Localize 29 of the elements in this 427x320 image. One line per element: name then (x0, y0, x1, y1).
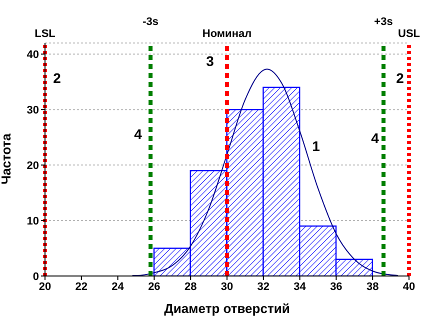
ref-line-label: -3s (142, 16, 159, 28)
ref-line-label: +3s (374, 16, 393, 28)
x-tick-label: 38 (366, 280, 379, 293)
x-tick-label: 30 (220, 280, 234, 293)
y-tick-label: 0 (32, 270, 39, 283)
x-tick-label: 24 (112, 280, 125, 293)
annotation: 2 (396, 70, 404, 86)
annotation: 1 (312, 138, 320, 154)
x-tick-label: 26 (148, 280, 160, 293)
y-tick-label: 10 (26, 215, 39, 228)
y-tick-label: 30 (26, 104, 39, 116)
y-tick-label: 20 (26, 160, 39, 172)
x-tick-label: 28 (184, 280, 197, 293)
x-tick-label: 32 (257, 280, 270, 293)
annotation: 3 (206, 53, 214, 69)
x-tick-label: 34 (294, 280, 307, 293)
x-tick-label: 36 (330, 280, 342, 293)
annotation: 4 (134, 126, 142, 142)
ref-line-label: USL (398, 28, 420, 40)
ref-line-label: LSL (34, 28, 56, 40)
x-axis-title: Диаметр отверстий (164, 301, 290, 316)
y-axis-title: Частота (0, 132, 14, 184)
y-tick-label: 40 (26, 49, 39, 61)
annotation: 2 (53, 70, 62, 86)
x-tick-label: 22 (75, 280, 88, 293)
ref-line-label: Номинал (202, 28, 252, 40)
annotation: 4 (371, 130, 380, 146)
x-tick-label: 20 (38, 280, 52, 293)
x-tick-label: 40 (402, 280, 416, 293)
